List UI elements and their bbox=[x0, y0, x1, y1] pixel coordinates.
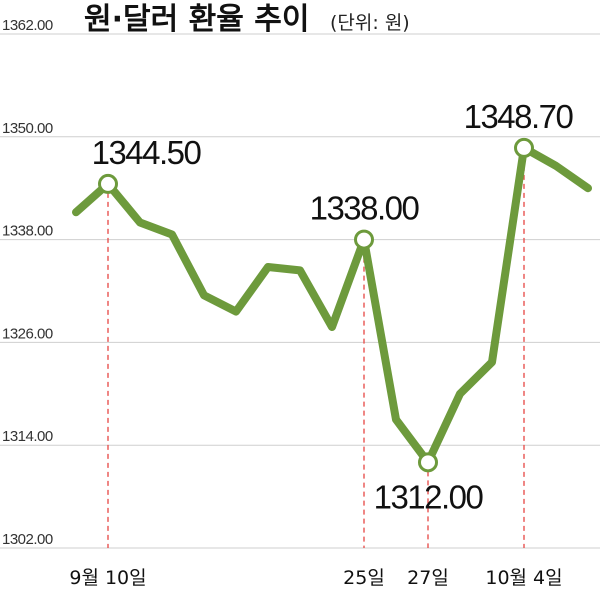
series-line bbox=[72, 143, 592, 467]
series-line-group bbox=[72, 143, 592, 467]
y-tick-label: 1326.00 bbox=[2, 325, 53, 342]
gridlines bbox=[0, 33, 600, 549]
data-point-marker bbox=[354, 229, 374, 250]
data-labels: 1344.50 1338.00 1312.00 1348.70 bbox=[92, 98, 575, 515]
y-tick-label: 1314.00 bbox=[2, 428, 53, 445]
x-tick-label: 9월 10일 bbox=[69, 567, 146, 589]
chart-unit-label: (단위: 원) bbox=[330, 12, 410, 34]
data-point-marker bbox=[514, 137, 534, 158]
y-axis-ticks: 1302.00 1314.00 1326.00 1338.00 1350.00 1362.… bbox=[2, 17, 53, 548]
data-point-marker bbox=[98, 173, 118, 194]
y-tick-label: 1302.00 bbox=[2, 531, 53, 548]
chart-title: 원·달러 환율 추이 bbox=[84, 2, 310, 37]
highlight-points bbox=[98, 137, 534, 473]
data-label: 1344.50 bbox=[92, 134, 202, 171]
x-tick-label: 27일 bbox=[407, 567, 449, 589]
x-axis-ticks: 9월 10일 25일 27일 10월 4일 bbox=[69, 567, 562, 589]
data-label: 1312.00 bbox=[374, 478, 484, 515]
data-label: 1348.70 bbox=[464, 98, 574, 135]
x-tick-label: 25일 bbox=[343, 567, 385, 589]
y-tick-label: 1350.00 bbox=[2, 120, 53, 137]
y-tick-label: 1338.00 bbox=[2, 223, 53, 240]
highlight-guides bbox=[107, 147, 525, 548]
data-point-marker bbox=[418, 452, 438, 473]
x-tick-label: 10월 4일 bbox=[485, 567, 562, 589]
y-tick-label: 1362.00 bbox=[2, 17, 53, 34]
data-label: 1338.00 bbox=[310, 190, 420, 227]
